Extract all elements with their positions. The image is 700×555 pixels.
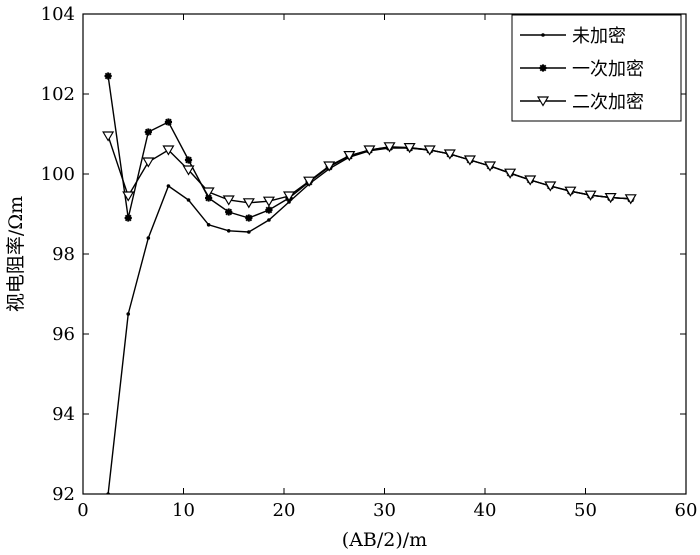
point-marker — [323, 161, 336, 172]
point-marker — [225, 208, 233, 216]
point-marker — [126, 312, 131, 316]
point-marker — [423, 145, 436, 156]
point-marker — [443, 149, 456, 160]
point-marker — [206, 223, 211, 227]
point-marker — [265, 206, 273, 214]
x-tick-label: 10 — [172, 500, 195, 521]
point-marker — [184, 156, 193, 164]
point-marker — [146, 236, 151, 240]
series-1 — [106, 146, 633, 494]
point-marker — [544, 181, 557, 192]
point-marker — [104, 72, 112, 80]
x-tick-label: 30 — [373, 500, 396, 521]
point-marker — [245, 214, 253, 222]
point-marker — [186, 198, 191, 202]
y-tick-label: 98 — [52, 244, 75, 265]
point-marker — [262, 196, 275, 207]
point-marker — [222, 195, 235, 206]
legend-label: 二次加密 — [572, 92, 644, 113]
point-marker — [584, 190, 597, 201]
point-marker — [383, 142, 396, 153]
point-marker — [124, 214, 132, 222]
point-marker — [162, 145, 175, 156]
legend-entry: 未加密 — [520, 26, 626, 47]
y-tick-label: 92 — [52, 484, 75, 505]
marker-stroke — [265, 206, 273, 214]
point-marker — [144, 128, 152, 136]
point-marker — [303, 176, 316, 187]
point-marker — [363, 145, 376, 156]
point-marker — [343, 151, 356, 162]
x-tick-label: 0 — [77, 500, 88, 521]
legend-label: 一次加密 — [572, 59, 644, 80]
point-marker — [142, 157, 155, 168]
point-marker — [536, 96, 550, 107]
point-marker — [242, 198, 255, 209]
marker-stroke — [124, 214, 132, 222]
legend-label: 未加密 — [572, 26, 626, 47]
point-marker — [182, 165, 195, 176]
y-tick-label: 104 — [41, 4, 75, 25]
point-marker — [463, 155, 476, 166]
marker-stroke — [245, 214, 253, 222]
axes: 0 10 20 30 40 50 60 92 94 96 98 100 102 104 (AB/2)/m 视电… — [5, 4, 697, 551]
point-marker — [564, 186, 577, 197]
point-marker — [102, 131, 115, 142]
marker-stroke — [144, 128, 152, 136]
point-marker — [483, 161, 497, 172]
point-marker — [166, 184, 171, 188]
x-tick-label: 40 — [474, 500, 497, 521]
x-tick-label: 20 — [273, 500, 296, 521]
point-marker — [247, 230, 251, 234]
plot-area — [102, 72, 637, 494]
point-marker — [604, 193, 617, 204]
legend-entry: 一次加密 — [520, 59, 644, 80]
y-tick-label: 100 — [41, 164, 75, 185]
point-marker — [624, 194, 637, 205]
point-marker — [541, 33, 545, 37]
point-marker — [282, 191, 296, 202]
point-marker — [539, 64, 547, 72]
point-marker — [202, 187, 215, 198]
y-tick-label: 96 — [52, 324, 75, 345]
marker-stroke — [104, 72, 112, 80]
y-tick-label: 94 — [52, 404, 75, 425]
marker-stroke — [185, 156, 192, 164]
marker-stroke — [539, 64, 547, 72]
point-marker — [226, 229, 231, 233]
y-tick-label: 102 — [41, 84, 75, 105]
series-line — [107, 147, 631, 494]
point-marker — [267, 218, 271, 222]
point-marker — [122, 191, 135, 202]
marker-stroke — [205, 194, 213, 202]
marker-stroke — [165, 118, 172, 126]
x-axis-title: (AB/2)/m — [342, 529, 427, 551]
x-tick-label: 50 — [574, 500, 597, 521]
point-marker — [164, 118, 173, 126]
marker-stroke — [225, 208, 233, 216]
point-marker — [504, 168, 517, 179]
series-3 — [102, 131, 637, 209]
point-marker — [403, 143, 416, 154]
legend-entry: 二次加密 — [520, 92, 644, 113]
x-tick-label: 60 — [675, 500, 698, 521]
y-axis-title: 视电阻率/Ωm — [5, 196, 27, 312]
point-marker — [524, 175, 537, 186]
